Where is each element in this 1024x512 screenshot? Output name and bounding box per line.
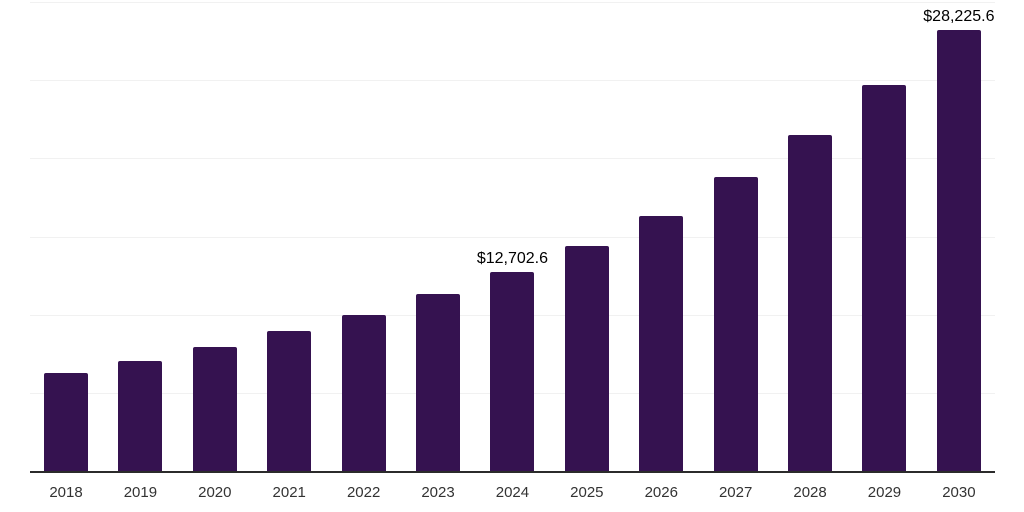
bar-column: 2019 — [118, 361, 163, 500]
x-axis-label: 2023 — [421, 484, 455, 501]
bar-column: 2021 — [267, 331, 312, 500]
bar — [192, 347, 237, 471]
bars-container: 2018 2019 2020 2021 2022 2023 $12,702.6 2024 202… — [30, 2, 995, 500]
x-axis-label: 2028 — [793, 484, 827, 501]
bar — [341, 315, 386, 471]
plot-area: 2018 2019 2020 2021 2022 2023 $12,702.6 2024 202… — [30, 2, 995, 500]
bar-column: 2029 — [862, 85, 907, 500]
bar-column: 2018 — [44, 373, 88, 500]
x-axis-label: 2029 — [867, 484, 902, 501]
bar-column: 2020 — [192, 347, 237, 500]
x-axis-label: 2021 — [272, 484, 306, 501]
bar — [936, 30, 981, 471]
bar-column: 2025 — [564, 246, 609, 500]
x-axis-label: 2030 — [942, 484, 976, 501]
gridline — [30, 2, 995, 3]
bar — [118, 361, 163, 471]
x-axis-label: 2027 — [718, 484, 753, 501]
bar — [490, 272, 535, 471]
bar-column: $12,702.6 2024 — [477, 250, 548, 500]
gridline — [30, 158, 995, 160]
bar-column: 2026 — [639, 216, 684, 500]
bar — [416, 294, 461, 471]
x-axis-label: 2020 — [198, 484, 232, 501]
gridline — [30, 236, 995, 238]
bar — [713, 177, 758, 471]
bar — [862, 85, 907, 471]
x-axis-label: 2019 — [123, 484, 158, 501]
bar-column: 2028 — [788, 135, 833, 500]
x-axis-label: 2024 — [495, 484, 530, 501]
x-axis-label: 2026 — [644, 484, 678, 501]
bar — [564, 246, 609, 471]
bar-column: 2022 — [341, 315, 386, 500]
bar-column: 2027 — [713, 177, 758, 500]
bar — [788, 135, 833, 471]
bar-column: $28,225.6 2030 — [923, 8, 994, 500]
data-label: $12,702.6 — [476, 250, 549, 267]
data-label: $28,225.6 — [923, 8, 995, 25]
bar — [267, 331, 312, 471]
x-axis-label: 2022 — [346, 484, 381, 501]
gridline — [30, 80, 995, 82]
x-axis-label: 2018 — [49, 484, 83, 501]
bar-column: 2023 — [416, 294, 461, 500]
bar — [44, 373, 88, 471]
x-axis-label: 2025 — [570, 484, 604, 501]
bar — [639, 216, 684, 471]
